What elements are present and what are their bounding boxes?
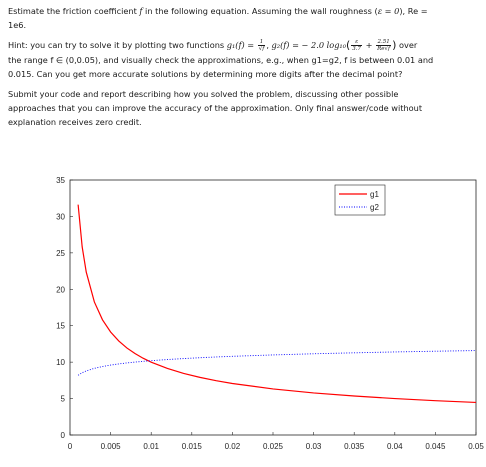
reynolds-value: 1e6.: [8, 20, 27, 30]
statement-suffix: ), Re =: [399, 6, 428, 16]
y-tick-label: 0: [61, 431, 66, 440]
legend-label-g1: g1: [370, 190, 379, 199]
instructions-line-3: explanation receives zero credit.: [8, 116, 142, 127]
x-tick-label: 0.045: [425, 442, 446, 451]
y-tick-label: 30: [56, 212, 65, 221]
plot-frame: [69, 179, 477, 436]
x-tick-label: 0.04: [387, 442, 403, 451]
x-tick-label: 0.005: [101, 442, 122, 451]
x-tick-label: 0.035: [344, 442, 365, 451]
epsilon-fraction: ε 3.7: [351, 39, 363, 52]
y-tick-label: 35: [56, 176, 65, 185]
statement-prefix: Estimate the friction coefficient: [8, 6, 140, 16]
statement-mid: in the following equation. Assuming the …: [142, 6, 378, 16]
plot-area: [69, 179, 477, 436]
hint-range-line: the range f ∈ (0,0.05), and visually che…: [8, 54, 434, 65]
y-tick-label: 25: [56, 249, 65, 258]
instructions-paragraph: Submit your code and report describing h…: [8, 87, 480, 129]
series-layer: [77, 204, 477, 404]
instructions-line-2: approaches that you can improve the accu…: [8, 102, 423, 113]
x-tick-label: 0.03: [306, 442, 322, 451]
g1-fraction-numerator: 1: [257, 39, 266, 46]
g1-definition: g₁(f) =: [226, 40, 255, 50]
epsilon-fraction-numerator: ε: [351, 39, 363, 46]
reynolds-fraction-denominator: Re√f: [377, 46, 391, 52]
instructions-line-1: Submit your code and report describing h…: [8, 88, 399, 99]
x-tick-label: 0.025: [263, 442, 284, 451]
y-axis: 0 5 10 15 20 25 30 35: [56, 176, 73, 440]
x-tick-label: 0: [68, 442, 73, 451]
y-tick-label: 15: [56, 322, 65, 331]
variable-f: f: [139, 6, 143, 16]
open-paren: (: [346, 38, 351, 52]
g1-fraction: 1 √f: [257, 39, 266, 52]
legend-label-g2: g2: [370, 203, 379, 212]
y-tick-label: 20: [56, 285, 65, 294]
g1-fraction-denominator: √f: [258, 46, 265, 52]
hint-accuracy-line: 0.015. Can you get more accurate solutio…: [8, 68, 403, 79]
legend: g1 g2: [334, 184, 386, 216]
legend-box: [334, 184, 386, 216]
x-tick-label: 0.02: [225, 442, 241, 451]
series-line-g1: [77, 204, 477, 404]
hint-prefix: Hint: you can try to solve it by plottin…: [8, 40, 227, 50]
y-tick-label: 10: [56, 358, 65, 367]
close-paren: ): [392, 38, 397, 52]
epsilon-value: ε = 0: [377, 6, 400, 16]
epsilon-fraction-denominator: 3.7: [352, 46, 362, 52]
x-tick-label: 0.01: [143, 442, 159, 451]
x-tick-label: 0.015: [182, 442, 203, 451]
problem-statement: Estimate the friction coefficient f in t…: [8, 4, 480, 32]
g2-definition: g₂(f) = − 2.0 log₁₀: [271, 40, 346, 50]
x-tick-label: 0.05: [468, 442, 484, 451]
problem-text: Estimate the friction coefficient f in t…: [8, 4, 480, 129]
y-tick-label: 5: [61, 395, 66, 404]
friction-chart: 0 0.005 0.01 0.015 0.02 0.025 0.03 0.035 0.04 0.0…: [56, 176, 484, 451]
x-axis: 0 0.005 0.01 0.015 0.02 0.025 0.03 0.035 0.04 0.0…: [68, 432, 484, 451]
series-line-g2: [77, 350, 477, 376]
hint-over: over: [398, 40, 418, 50]
hint-paragraph: Hint: you can try to solve it by plottin…: [8, 38, 434, 79]
reynolds-fraction-numerator: 2.51: [376, 39, 392, 46]
reynolds-fraction: 2.51 Re√f: [376, 39, 392, 52]
